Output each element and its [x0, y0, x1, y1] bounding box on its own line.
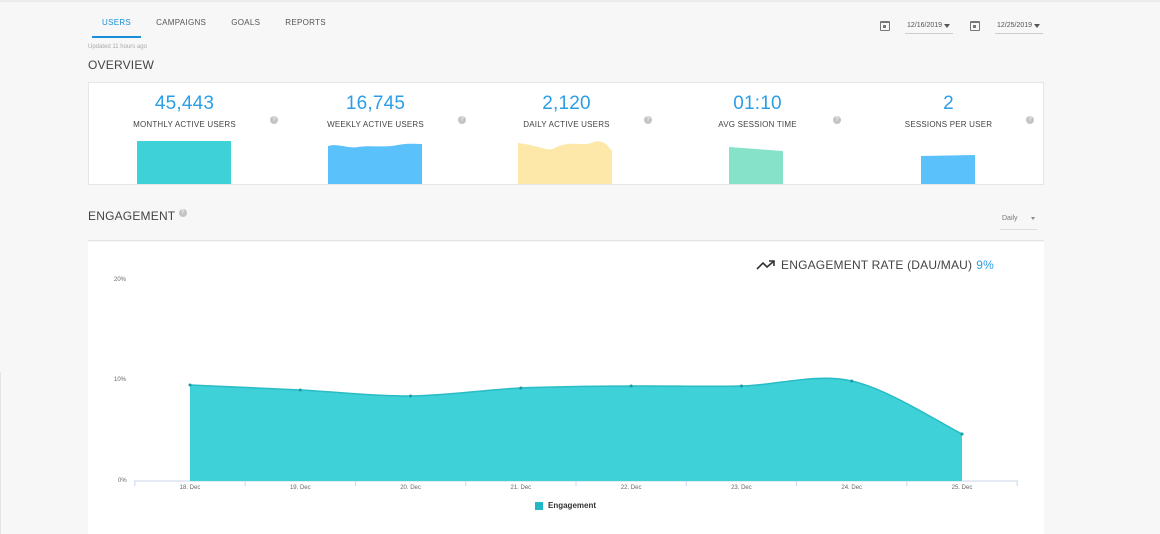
interval-value: Daily	[1002, 215, 1018, 222]
help-icon[interactable]: ?	[1026, 116, 1034, 124]
x-tick-label: 21. Dec	[510, 485, 532, 491]
tab-goals[interactable]: GOALS	[231, 18, 261, 27]
engagement-rate: ENGAGEMENT RATE (DAU/MAU) 9%	[756, 258, 994, 272]
metric-value: 2,120	[542, 93, 591, 114]
end-date-select[interactable]: 12/25/2019	[995, 18, 1043, 34]
data-point[interactable]	[298, 388, 302, 392]
tab-campaigns[interactable]: CAMPAIGNS	[156, 18, 207, 27]
data-point[interactable]	[960, 432, 964, 436]
data-points	[188, 379, 964, 436]
end-date-value: 12/25/2019	[997, 22, 1033, 29]
x-tick-label: 24. Dec	[841, 485, 863, 491]
end-date-picker[interactable]: 12/25/2019	[970, 18, 1043, 34]
metric-value: 01:10	[733, 93, 782, 114]
calendar-icon[interactable]	[970, 21, 980, 31]
data-point[interactable]	[739, 384, 743, 388]
metric-sparkline	[137, 141, 231, 184]
metric-sparkline	[518, 141, 612, 184]
chart-legend[interactable]: Engagement	[535, 501, 596, 510]
help-icon[interactable]: ?	[270, 116, 278, 124]
metric-label: WEEKLY ACTIVE USERS	[327, 120, 424, 129]
help-icon[interactable]: ?	[833, 116, 841, 124]
metric-sessions-per-user: 2 SESSIONS PER USER ?	[853, 83, 1044, 184]
x-tick-label: 19. Dec	[289, 485, 311, 491]
chevron-down-icon	[944, 23, 950, 28]
metric-sparkline	[921, 155, 975, 184]
start-date-select[interactable]: 12/16/2019	[905, 18, 953, 34]
metric-value: 45,443	[154, 93, 215, 114]
metric-value: 16,745	[345, 93, 406, 114]
tab-reports[interactable]: REPORTS	[285, 18, 326, 27]
calendar-icon[interactable]	[880, 21, 890, 31]
data-point[interactable]	[629, 384, 633, 388]
x-tick-label: 22. Dec	[620, 485, 642, 491]
main-tabs: USERS CAMPAIGNS GOALS REPORTS	[92, 12, 341, 38]
overview-card: 45,443 MONTHLY ACTIVE USERS ? 16,745 WEE…	[88, 82, 1044, 185]
metric-label: AVG SESSION TIME	[718, 120, 797, 129]
engagement-rate-value: 9%	[976, 258, 994, 272]
help-icon[interactable]: ?	[644, 116, 652, 124]
metric-monthly-active-users: 45,443 MONTHLY ACTIVE USERS ?	[89, 83, 280, 184]
metric-sparkline	[328, 143, 422, 184]
data-point[interactable]	[409, 394, 413, 398]
x-tick-label: 25. Dec	[951, 485, 973, 491]
data-point[interactable]	[188, 383, 192, 387]
chevron-down-icon	[1031, 217, 1035, 220]
x-tick-label: 20. Dec	[400, 485, 421, 491]
metric-label: MONTHLY ACTIVE USERS	[133, 120, 236, 129]
metric-weekly-active-users: 16,745 WEEKLY ACTIVE USERS ?	[280, 83, 471, 184]
y-tick-label: 20%	[114, 277, 127, 283]
x-tick-label: 18. Dec	[179, 485, 201, 491]
engagement-title: ENGAGEMENT	[88, 209, 176, 223]
start-date-value: 12/16/2019	[907, 22, 943, 29]
updated-timestamp: Updated 11 hours ago	[88, 44, 147, 50]
metric-avg-session-time: 01:10 AVG SESSION TIME ?	[662, 83, 853, 184]
x-tick-label: 23. Dec	[731, 485, 752, 491]
tab-users[interactable]: USERS	[92, 12, 142, 38]
engagement-area	[190, 378, 962, 481]
interval-dropdown[interactable]: Daily	[1000, 212, 1037, 230]
metric-value: 2	[943, 93, 954, 114]
legend-swatch	[535, 501, 543, 510]
data-point[interactable]	[850, 379, 854, 383]
metric-daily-active-users: 2,120 DAILY ACTIVE USERS ?	[471, 83, 662, 184]
data-point[interactable]	[519, 386, 523, 390]
help-icon[interactable]: ?	[458, 116, 466, 124]
overview-title: OVERVIEW	[88, 58, 155, 72]
y-tick-label: 0%	[118, 478, 127, 484]
section-divider	[88, 240, 1044, 241]
engagement-line	[189, 377, 963, 435]
start-date-picker[interactable]: 12/16/2019	[880, 18, 953, 34]
left-edge-line	[0, 372, 1, 534]
help-icon[interactable]: ?	[178, 209, 187, 217]
trending-up-icon	[756, 260, 775, 270]
metric-sparkline	[729, 147, 783, 184]
legend-label: Engagement	[548, 501, 597, 510]
metric-label: SESSIONS PER USER	[904, 120, 993, 129]
top-border	[0, 0, 1160, 2]
metric-label: DAILY ACTIVE USERS	[523, 120, 610, 129]
engagement-title-wrap: ENGAGEMENT ?	[88, 209, 187, 223]
y-tick-label: 10%	[114, 377, 127, 383]
x-axis-ticks	[134, 481, 1018, 486]
chevron-down-icon	[1034, 23, 1040, 28]
engagement-rate-label: ENGAGEMENT RATE (DAU/MAU)	[781, 258, 973, 272]
